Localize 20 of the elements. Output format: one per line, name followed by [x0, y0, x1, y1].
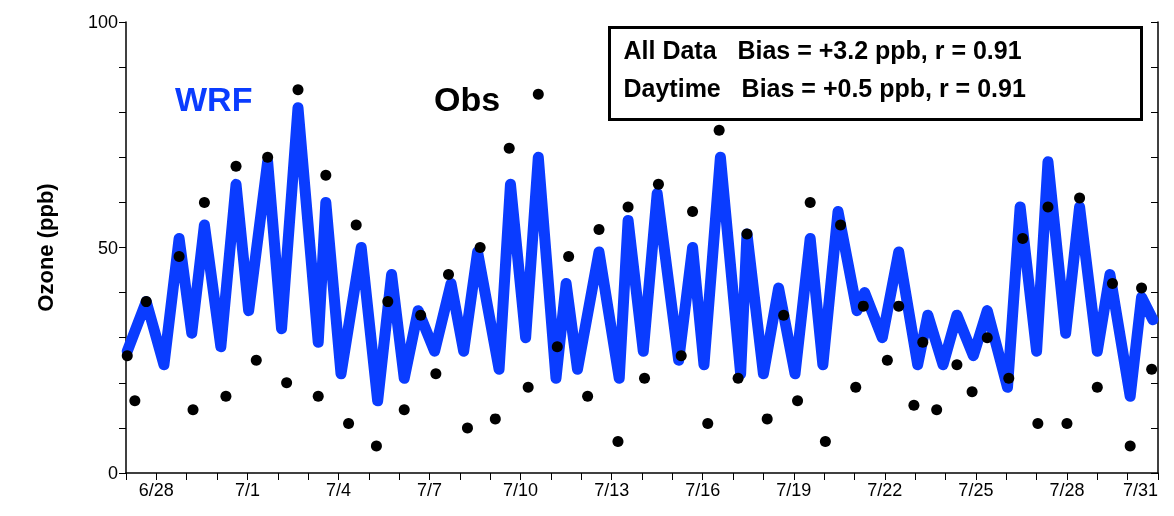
x-tick-label: 7/4: [325, 480, 351, 500]
x-tick-label: 7/10: [503, 480, 539, 500]
y-tick-label: 50: [97, 237, 118, 258]
y-tick-label: 0: [107, 463, 118, 483]
x-tick-label: 7/22: [867, 480, 903, 500]
x-tick-label: 7/16: [685, 480, 721, 500]
x-tick-label: 7/31: [1122, 480, 1158, 500]
y-axis-title: Ozone (ppb): [32, 183, 58, 312]
y-tick-label: 100: [87, 12, 118, 32]
x-tick-label: 7/25: [958, 480, 994, 500]
series-label: Obs: [434, 80, 501, 118]
series-label: WRF: [175, 80, 253, 118]
x-tick-label: 7/7: [417, 480, 443, 500]
x-tick-label: 7/19: [776, 480, 812, 500]
x-tick-label: 7/1: [234, 480, 260, 500]
annotation: Daytime Bias = +0.5 ppb, r = 0.91: [623, 74, 1026, 102]
annotation: All Data Bias = +3.2 ppb, r = 0.91: [623, 36, 1022, 64]
x-tick-label: 7/13: [594, 480, 630, 500]
x-tick-label: 6/28: [138, 480, 174, 500]
x-tick-label: 7/28: [1049, 480, 1085, 500]
